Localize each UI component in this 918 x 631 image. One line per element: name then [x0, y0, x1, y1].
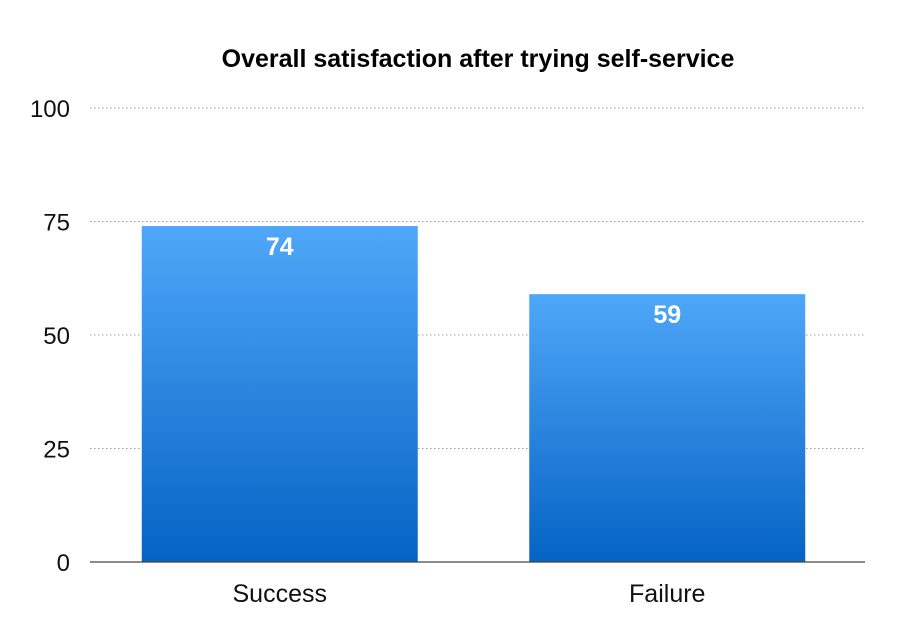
- bar-failure: [529, 294, 806, 562]
- y-tick-label: 25: [43, 437, 70, 464]
- y-tick-label: 0: [57, 550, 70, 577]
- y-axis-ticks: 0 25 50 75 100: [30, 96, 70, 577]
- data-label: 74: [266, 233, 294, 261]
- x-tick-label: Failure: [629, 580, 705, 608]
- y-tick-label: 50: [43, 323, 70, 350]
- x-tick-label: Success: [233, 580, 327, 608]
- y-tick-label: 75: [43, 210, 70, 237]
- bars: 74 59: [141, 226, 806, 563]
- data-label: 59: [653, 301, 681, 329]
- y-tick-label: 100: [30, 96, 70, 123]
- chart-title: Overall satisfaction after trying self-s…: [222, 45, 735, 73]
- x-axis-ticks: Success Failure: [233, 580, 706, 608]
- bar-success: [141, 226, 418, 563]
